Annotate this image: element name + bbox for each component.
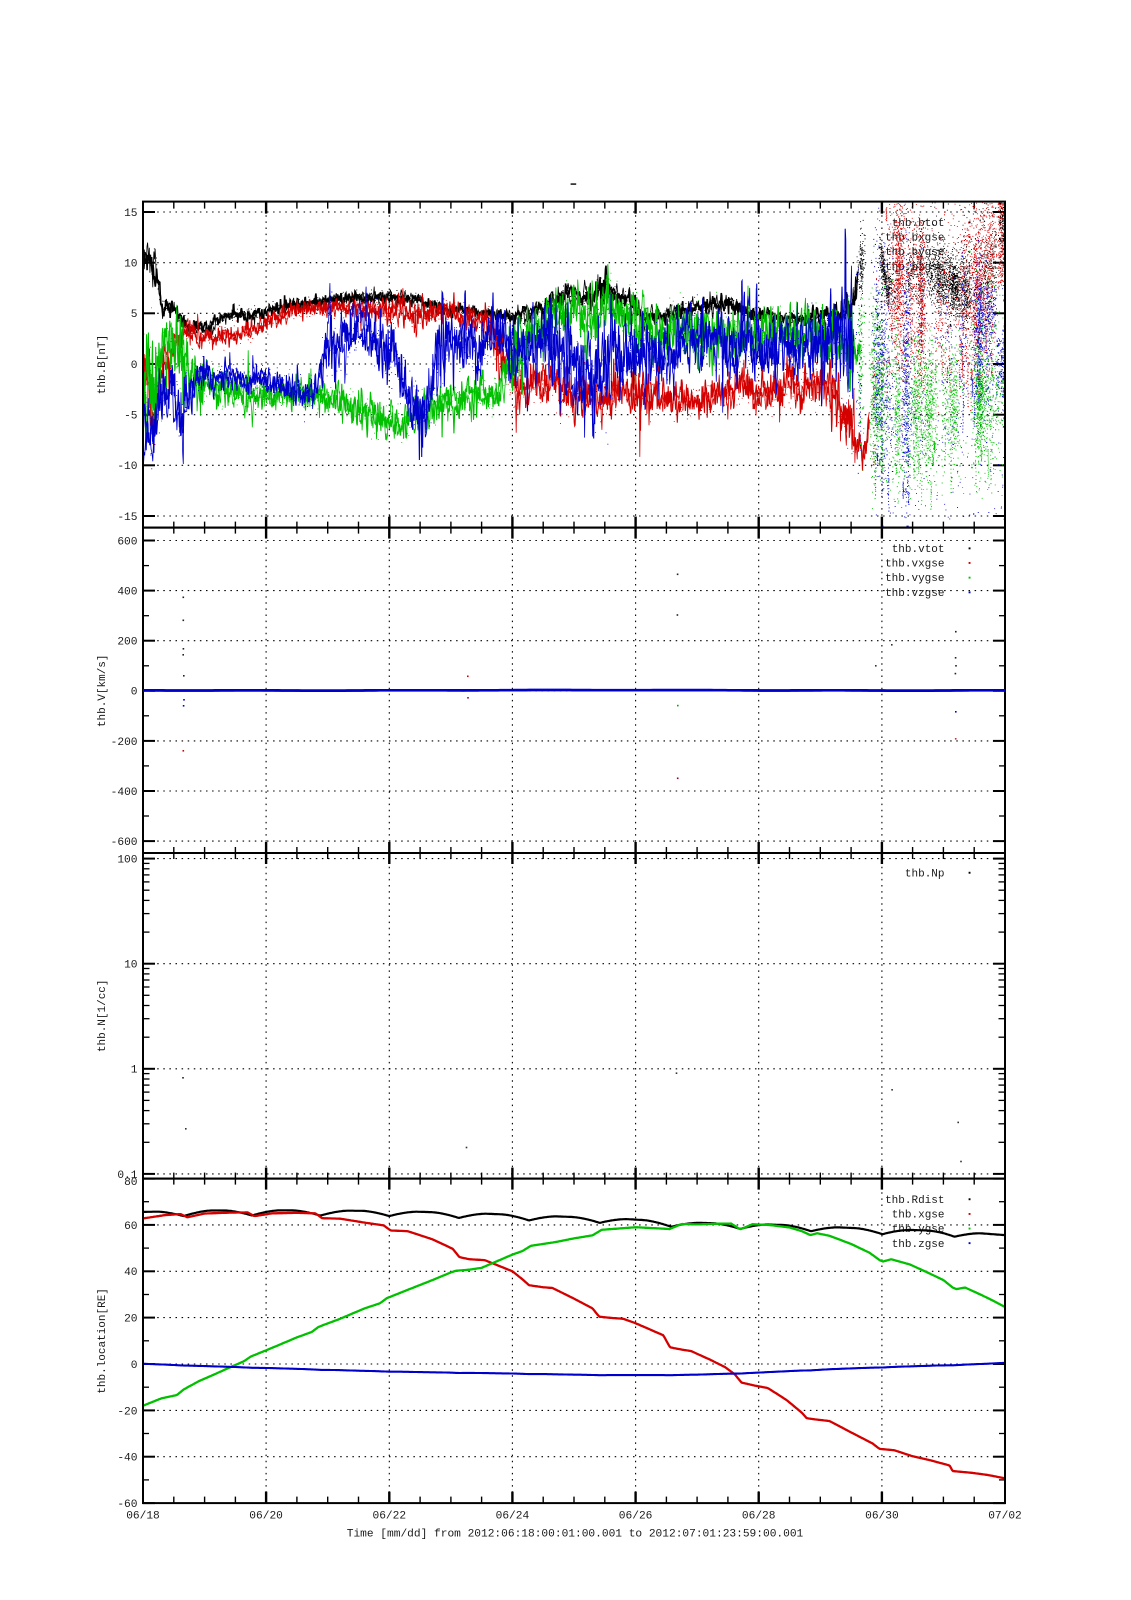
- svg-text:-5: -5: [124, 411, 137, 423]
- svg-text:06/22: 06/22: [373, 1511, 407, 1523]
- svg-text:-15: -15: [117, 512, 137, 524]
- svg-text:-20: -20: [117, 1406, 137, 1418]
- svg-text:thb.bzgse: thb.bzgse: [885, 262, 944, 274]
- svg-text:06/18: 06/18: [126, 1511, 160, 1523]
- svg-text:10: 10: [124, 960, 138, 972]
- svg-text:-400: -400: [111, 787, 138, 799]
- svg-text:06/30: 06/30: [865, 1511, 899, 1523]
- svg-text:5: 5: [131, 309, 138, 321]
- svg-text:thb.vzgse: thb.vzgse: [885, 588, 944, 600]
- svg-text:thb.Np: thb.Np: [905, 868, 945, 880]
- svg-text:-60: -60: [117, 1499, 137, 1511]
- svg-text:07/02: 07/02: [988, 1511, 1022, 1523]
- svg-text:Time [mm/dd] from 2012:06:18:: Time [mm/dd] from 2012:06:18:00:01:00.00…: [347, 1529, 804, 1541]
- svg-text:thb.N[1/cc]: thb.N[1/cc]: [97, 979, 109, 1052]
- svg-text:thb.vxgse: thb.vxgse: [885, 559, 944, 571]
- svg-text:0: 0: [131, 360, 138, 372]
- svg-text:thb.btot: thb.btot: [892, 218, 945, 230]
- svg-text:15: 15: [124, 208, 137, 220]
- svg-text:100: 100: [117, 855, 137, 867]
- svg-text:0: 0: [131, 1360, 138, 1372]
- svg-text:-200: -200: [111, 737, 138, 749]
- svg-text:-40: -40: [117, 1453, 137, 1465]
- svg-text:200: 200: [117, 637, 137, 649]
- svg-text:thb.B[nT]: thb.B[nT]: [97, 335, 109, 394]
- svg-text:thb.bxgse: thb.bxgse: [885, 233, 944, 245]
- svg-text:thb.xgse: thb.xgse: [892, 1210, 945, 1222]
- svg-text:06/26: 06/26: [619, 1511, 653, 1523]
- svg-text:0.1: 0.1: [117, 1170, 137, 1182]
- svg-text:-10: -10: [117, 461, 137, 473]
- svg-text:1: 1: [131, 1065, 138, 1077]
- svg-text:0: 0: [131, 687, 138, 699]
- svg-text:thb.zgse: thb.zgse: [892, 1239, 945, 1251]
- svg-text:thb.vygse: thb.vygse: [885, 573, 944, 585]
- svg-text:80: 80: [124, 1177, 138, 1189]
- svg-text:thb.V[km/s]: thb.V[km/s]: [97, 654, 109, 727]
- svg-text:06/24: 06/24: [496, 1511, 530, 1523]
- svg-text:400: 400: [117, 587, 137, 599]
- svg-text:-600: -600: [111, 837, 138, 849]
- svg-text:06/28: 06/28: [742, 1511, 776, 1523]
- svg-text:thb.vtot: thb.vtot: [892, 544, 945, 556]
- svg-text:thb.location[RE]: thb.location[RE]: [97, 1288, 109, 1394]
- svg-text:40: 40: [124, 1267, 138, 1279]
- svg-text:thb.Rdist: thb.Rdist: [885, 1195, 944, 1207]
- svg-text:60: 60: [124, 1221, 138, 1233]
- svg-text:06/20: 06/20: [249, 1511, 283, 1523]
- svg-text:600: 600: [117, 536, 137, 548]
- svg-text:10: 10: [124, 259, 138, 271]
- svg-text:20: 20: [124, 1314, 138, 1326]
